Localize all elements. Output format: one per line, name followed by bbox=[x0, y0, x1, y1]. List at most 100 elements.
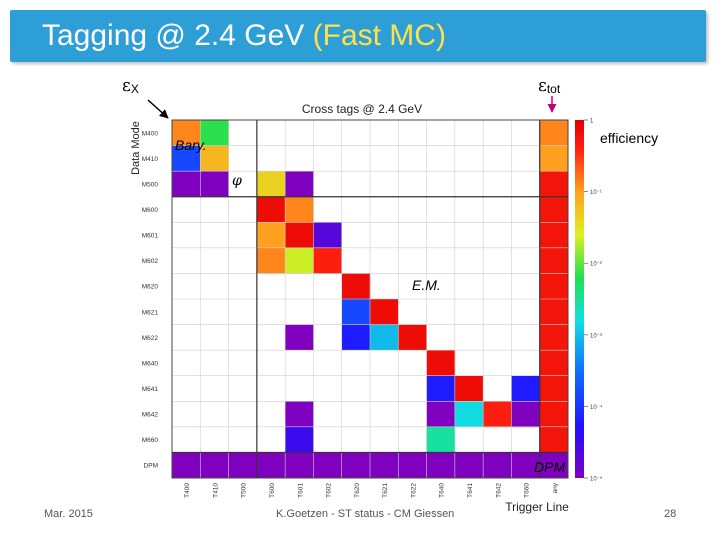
page-number: 28 bbox=[664, 508, 677, 520]
heatmap-cell bbox=[539, 145, 569, 172]
heatmap-cell bbox=[426, 426, 456, 453]
heatmap-cell bbox=[228, 452, 258, 479]
heatmap-cell bbox=[285, 324, 314, 351]
y-tick-label: M641 bbox=[142, 386, 159, 393]
x-tick-label: any bbox=[552, 482, 559, 493]
heatmap-cell bbox=[426, 375, 456, 402]
dpm-label: DPM bbox=[534, 459, 566, 475]
heatmap-cell bbox=[256, 452, 286, 479]
footer-center: K.Goetzen - ST status - CM Giessen bbox=[276, 508, 455, 520]
chart-title: Cross tags @ 2.4 GeV bbox=[302, 102, 422, 116]
heatmap-cell bbox=[313, 222, 343, 249]
heatmap-cell bbox=[454, 375, 484, 402]
heatmap-cell bbox=[172, 120, 201, 146]
y-tick-label: DPM bbox=[144, 463, 158, 470]
eps-x-sub: X bbox=[130, 82, 139, 96]
heatmap-cell bbox=[539, 171, 569, 198]
phi-label: φ bbox=[232, 173, 242, 189]
x-tick-label: T642 bbox=[495, 483, 502, 498]
x-tick-label: T660 bbox=[524, 483, 531, 498]
heatmap-cell bbox=[539, 120, 569, 146]
heatmap-cell bbox=[285, 196, 314, 223]
title-highlight: (Fast MC) bbox=[312, 19, 446, 52]
heatmap-cell bbox=[539, 299, 569, 325]
eps-x-label: εX bbox=[122, 76, 139, 96]
eps-x-arrow bbox=[147, 99, 169, 119]
heatmap-cell bbox=[511, 375, 541, 402]
heatmap-cell bbox=[341, 299, 371, 325]
heatmap-cell bbox=[370, 299, 399, 325]
heatmap-cell bbox=[539, 375, 569, 402]
heatmap-cell bbox=[313, 247, 343, 274]
heatmap-cell bbox=[483, 452, 512, 479]
y-tick-label: M642 bbox=[142, 412, 159, 419]
y-tick-label: M410 bbox=[142, 156, 159, 163]
colorbar-tick-label: 10⁻³ bbox=[590, 333, 602, 339]
heatmap-cell bbox=[539, 350, 569, 377]
footer-date: Mar. 2015 bbox=[44, 508, 93, 520]
y-tick-label: M400 bbox=[142, 130, 159, 137]
heatmap-cell bbox=[172, 145, 201, 172]
heatmap-cell bbox=[539, 452, 569, 479]
heatmap-cell bbox=[341, 452, 371, 479]
x-tick-label: T621 bbox=[382, 483, 389, 498]
heatmap-cells bbox=[172, 120, 569, 479]
heatmap-cell bbox=[313, 452, 343, 479]
colorbar-tick-label: 10⁻⁵ bbox=[590, 476, 603, 483]
heatmap-cell bbox=[341, 324, 371, 351]
heatmap-cell bbox=[285, 401, 314, 428]
colorbar-tick-label: 10⁻¹ bbox=[590, 190, 602, 196]
heatmap-cell bbox=[539, 196, 569, 223]
y-tick-label: M602 bbox=[142, 258, 159, 265]
y-tick-label: M500 bbox=[142, 181, 159, 188]
colorbar-ticks: 1 10⁻¹ 10⁻² 10⁻³ 10⁻⁴ 10⁻⁵ bbox=[584, 119, 603, 483]
x-axis-title: Trigger Line bbox=[505, 500, 569, 514]
heatmap-cell bbox=[539, 426, 569, 453]
heatmap-cell bbox=[539, 401, 569, 428]
heatmap-cell bbox=[398, 452, 427, 479]
y-tick-label: M640 bbox=[142, 360, 159, 367]
colorbar-tick-label: 1 bbox=[590, 119, 594, 125]
heatmap-cell bbox=[511, 452, 541, 479]
heatmap-cell bbox=[200, 452, 229, 479]
em-label: E.M. bbox=[412, 277, 441, 293]
heatmap-cell bbox=[370, 324, 399, 351]
heatmap-cell bbox=[341, 273, 371, 300]
heatmap-cell bbox=[454, 401, 484, 428]
bary-label: Bary. bbox=[175, 137, 207, 153]
slide-title: Tagging @ 2.4 GeV (Fast MC) bbox=[42, 19, 446, 53]
heatmap-cell bbox=[200, 171, 229, 198]
x-tick-label: T600 bbox=[269, 483, 276, 498]
heatmap-cell bbox=[426, 401, 456, 428]
y-axis-title: Data Mode bbox=[130, 121, 142, 175]
title-main: Tagging @ 2.4 GeV bbox=[42, 19, 313, 52]
x-tick-label: T622 bbox=[410, 483, 417, 498]
heatmap-cell bbox=[200, 120, 229, 146]
x-tick-label: T620 bbox=[354, 483, 361, 498]
heatmap-cell bbox=[511, 401, 541, 428]
x-tick-label: T602 bbox=[326, 483, 333, 498]
y-tick-label: M620 bbox=[142, 284, 159, 291]
heatmap-cell bbox=[285, 171, 314, 198]
heatmap-cell bbox=[200, 145, 229, 172]
heatmap-cell bbox=[370, 452, 399, 479]
heatmap-cell bbox=[426, 350, 456, 377]
heatmap-cell bbox=[285, 222, 314, 249]
heatmap-cell bbox=[256, 171, 286, 198]
eps-tot-label: εtot bbox=[538, 76, 560, 96]
heatmap-grid bbox=[171, 119, 569, 479]
x-tick-label: T500 bbox=[241, 483, 248, 498]
colorbar bbox=[575, 120, 584, 478]
y-tick-label: M600 bbox=[142, 207, 159, 214]
heatmap-cell bbox=[285, 452, 314, 479]
heatmap-cell bbox=[426, 452, 456, 479]
heatmap-cell bbox=[285, 426, 314, 453]
heatmap-cell bbox=[256, 222, 286, 249]
plot-frame bbox=[171, 119, 569, 479]
heatmap-cell bbox=[398, 324, 427, 351]
heatmap-cell bbox=[256, 247, 286, 274]
y-tick-label: M621 bbox=[142, 309, 159, 316]
heatmap-cell bbox=[483, 401, 512, 428]
y-tick-labels: M400 M410 M500 M600 M601 M602 M620 M621 M622 M640… bbox=[142, 130, 159, 469]
